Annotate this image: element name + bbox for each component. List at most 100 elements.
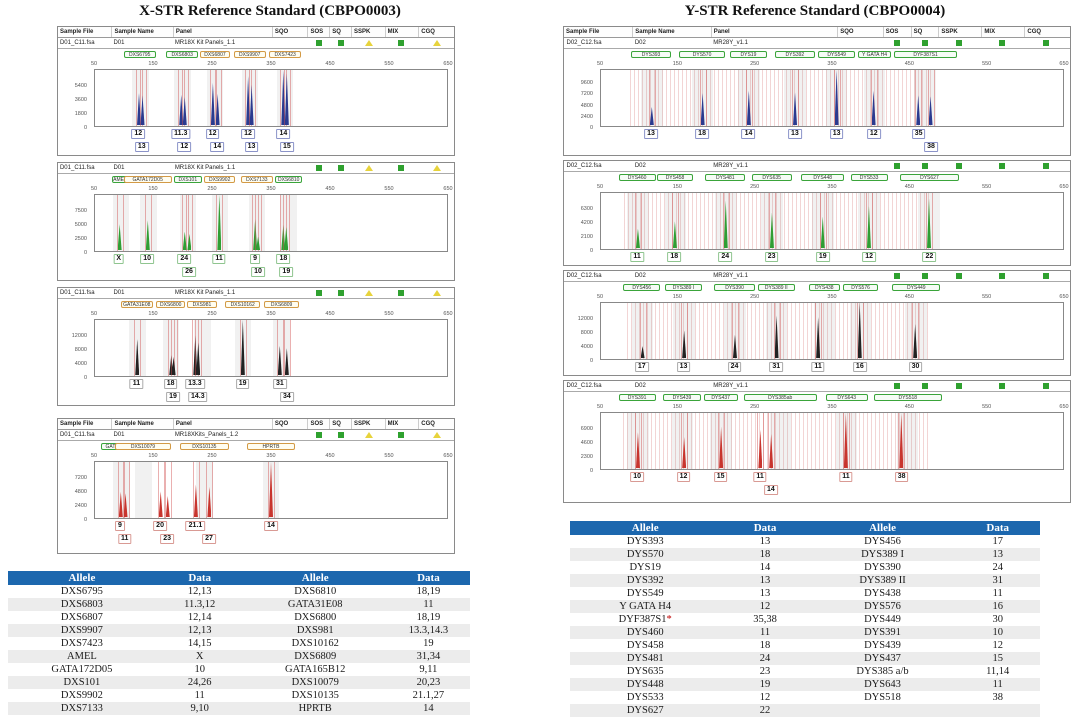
y-axis-tick-label: 0 [589,125,593,131]
allele-call-label: 19 [235,379,250,389]
status-green-square-icon [955,163,962,169]
allele-call-label: 16 [852,362,867,372]
marker-label: DYS627 [900,174,959,181]
allele-peak [899,413,904,468]
marker-label: DXS981 [187,301,217,308]
status-green-square-icon [921,383,928,389]
status-green-square-icon [921,163,928,169]
y-axis-tick-label: 7200 [580,91,593,98]
marker-label: DYS481 [705,174,746,181]
allele-call-label: 13 [787,129,802,139]
x-axis: 50 150 250 350 450 550 650 [596,61,1069,69]
allele-peak [240,320,245,375]
allele-call-label: 24 [718,252,733,262]
table-row: DXS6795 12,13 DXS6810 18,19 [8,585,470,598]
allele-peak [182,97,187,125]
x-axis-tick-label: 450 [325,186,335,192]
y-axis-tick-label: 0 [83,125,87,131]
x-axis-tick-label: 650 [1059,184,1069,190]
allele-call-label: 10 [251,267,265,277]
status-green-square-icon [316,290,323,296]
x-axis-tick-label: 50 [596,61,604,67]
bin-edge-line [862,303,864,359]
table-header-cell: Allele [8,571,156,585]
allele-peak [916,95,921,125]
x-axis-tick-label: 50 [596,294,604,300]
table-cell: 35,38 [720,613,810,626]
column-header-label: SOS [882,27,911,37]
table-cell: 23 [720,665,810,678]
marker-label: DYS391 [618,394,656,401]
table-cell: DYS437 [809,652,956,665]
allele-call-label: 38 [894,472,909,482]
marker-label: DYS518 [873,394,942,401]
table-cell: 12,14 [155,611,244,624]
allele-peak [187,233,192,250]
trace-plot [600,412,1064,470]
x-axis-tick-label: 150 [672,61,682,67]
table-row: DYS635 23 DYS385 a/b 11,14 [570,665,1040,678]
bin-edge-line [214,70,216,126]
allele-call-label: 23 [160,534,175,544]
marker-label: DXS6809 [263,301,300,308]
table-cell: DYS389 I [809,548,956,561]
allele-label-row: 17 13 24 31 11 16 30 [600,361,1064,373]
table-cell: 11 [955,678,1040,691]
bin-edge-line [140,320,142,376]
bin-edge-line [687,413,689,469]
allele-peak [732,334,737,358]
bin-edge-line [671,193,673,249]
bin-cluster-band [112,195,130,251]
electropherogram-trace: D02_C12.fsa D02 MR28Y_v1.1 6900 4600 2300 0 DYS… [563,380,1071,503]
table-header-cell: Data [955,521,1040,535]
table-cell: 13 [955,548,1040,561]
trace-plot [94,194,448,252]
bin-edge-line [123,462,125,518]
allele-call-label: 10 [140,254,154,264]
allele-peak [635,228,640,248]
plot-area: 7500 5000 2500 0 AMEL GATA172D05 DXS101 DXS9902… [58,175,454,278]
allele-peak [820,216,825,248]
electropherogram-trace: Sample File Sample Name Panel SQO SOS SQ SSPK M… [57,26,455,156]
allele-call-label: 20 [153,521,167,531]
table-cell: 14,15 [155,637,244,650]
table-cell: DYS449 [809,613,956,626]
bin-edge-line [168,320,170,376]
bin-edge-line [871,193,873,249]
allele-call-label: 24 [727,362,742,372]
allele-peak [700,93,705,125]
table-head: Allele Data Allele Data [8,571,470,585]
ystr-traces: Sample File Sample Name Panel SQO SOS SQ SSPK M… [540,26,1080,503]
sample-row: D01_C11.fsa D01 MR18X Kit Panels_1.1 [58,38,454,49]
y-axis: 12000 8000 4000 0 [564,304,597,364]
marker-label: DYS460 [618,174,656,181]
marker-row: DXS6795 DXS6803 DXS6807 DXS9907 DXS7423 [94,50,448,61]
marker-label: DYS456 [623,284,661,291]
status-green-square-icon [893,383,900,389]
y-axis-tick-label: 4600 [580,440,593,446]
x-axis: 50 150 250 350 450 550 650 [91,453,453,461]
table-row: DYS393 13 DYS456 17 [570,535,1040,548]
allele-peak [253,219,258,250]
allele-label-row: 19 14.3 34 [94,391,448,403]
x-axis-tick-label: 550 [982,61,992,67]
bin-edge-line [286,195,288,251]
sample-name-text: D02 [634,163,646,169]
y-axis-tick-label: 5400 [74,83,87,89]
bin-edge-line [856,303,858,359]
allele-call-label: 11 [630,252,644,262]
allele-call-label: 38 [924,142,938,152]
x-axis-tick-label: 150 [672,404,682,410]
allele-peak [193,335,198,375]
x-axis: 50 150 250 350 450 550 650 [91,61,453,69]
bin-edge-line [681,413,683,469]
allele-call-label: 15 [713,472,728,482]
marker-label: DYS437 [703,394,738,401]
marker-label: GATA31E08 [120,301,153,308]
allele-peak [210,83,215,125]
allele-call-label: 11 [811,362,825,372]
column-header-label: SQ [910,27,939,37]
table-cell: GATA31E08 [243,598,387,611]
allele-peak [635,432,640,468]
table-cell: 30 [955,613,1040,626]
